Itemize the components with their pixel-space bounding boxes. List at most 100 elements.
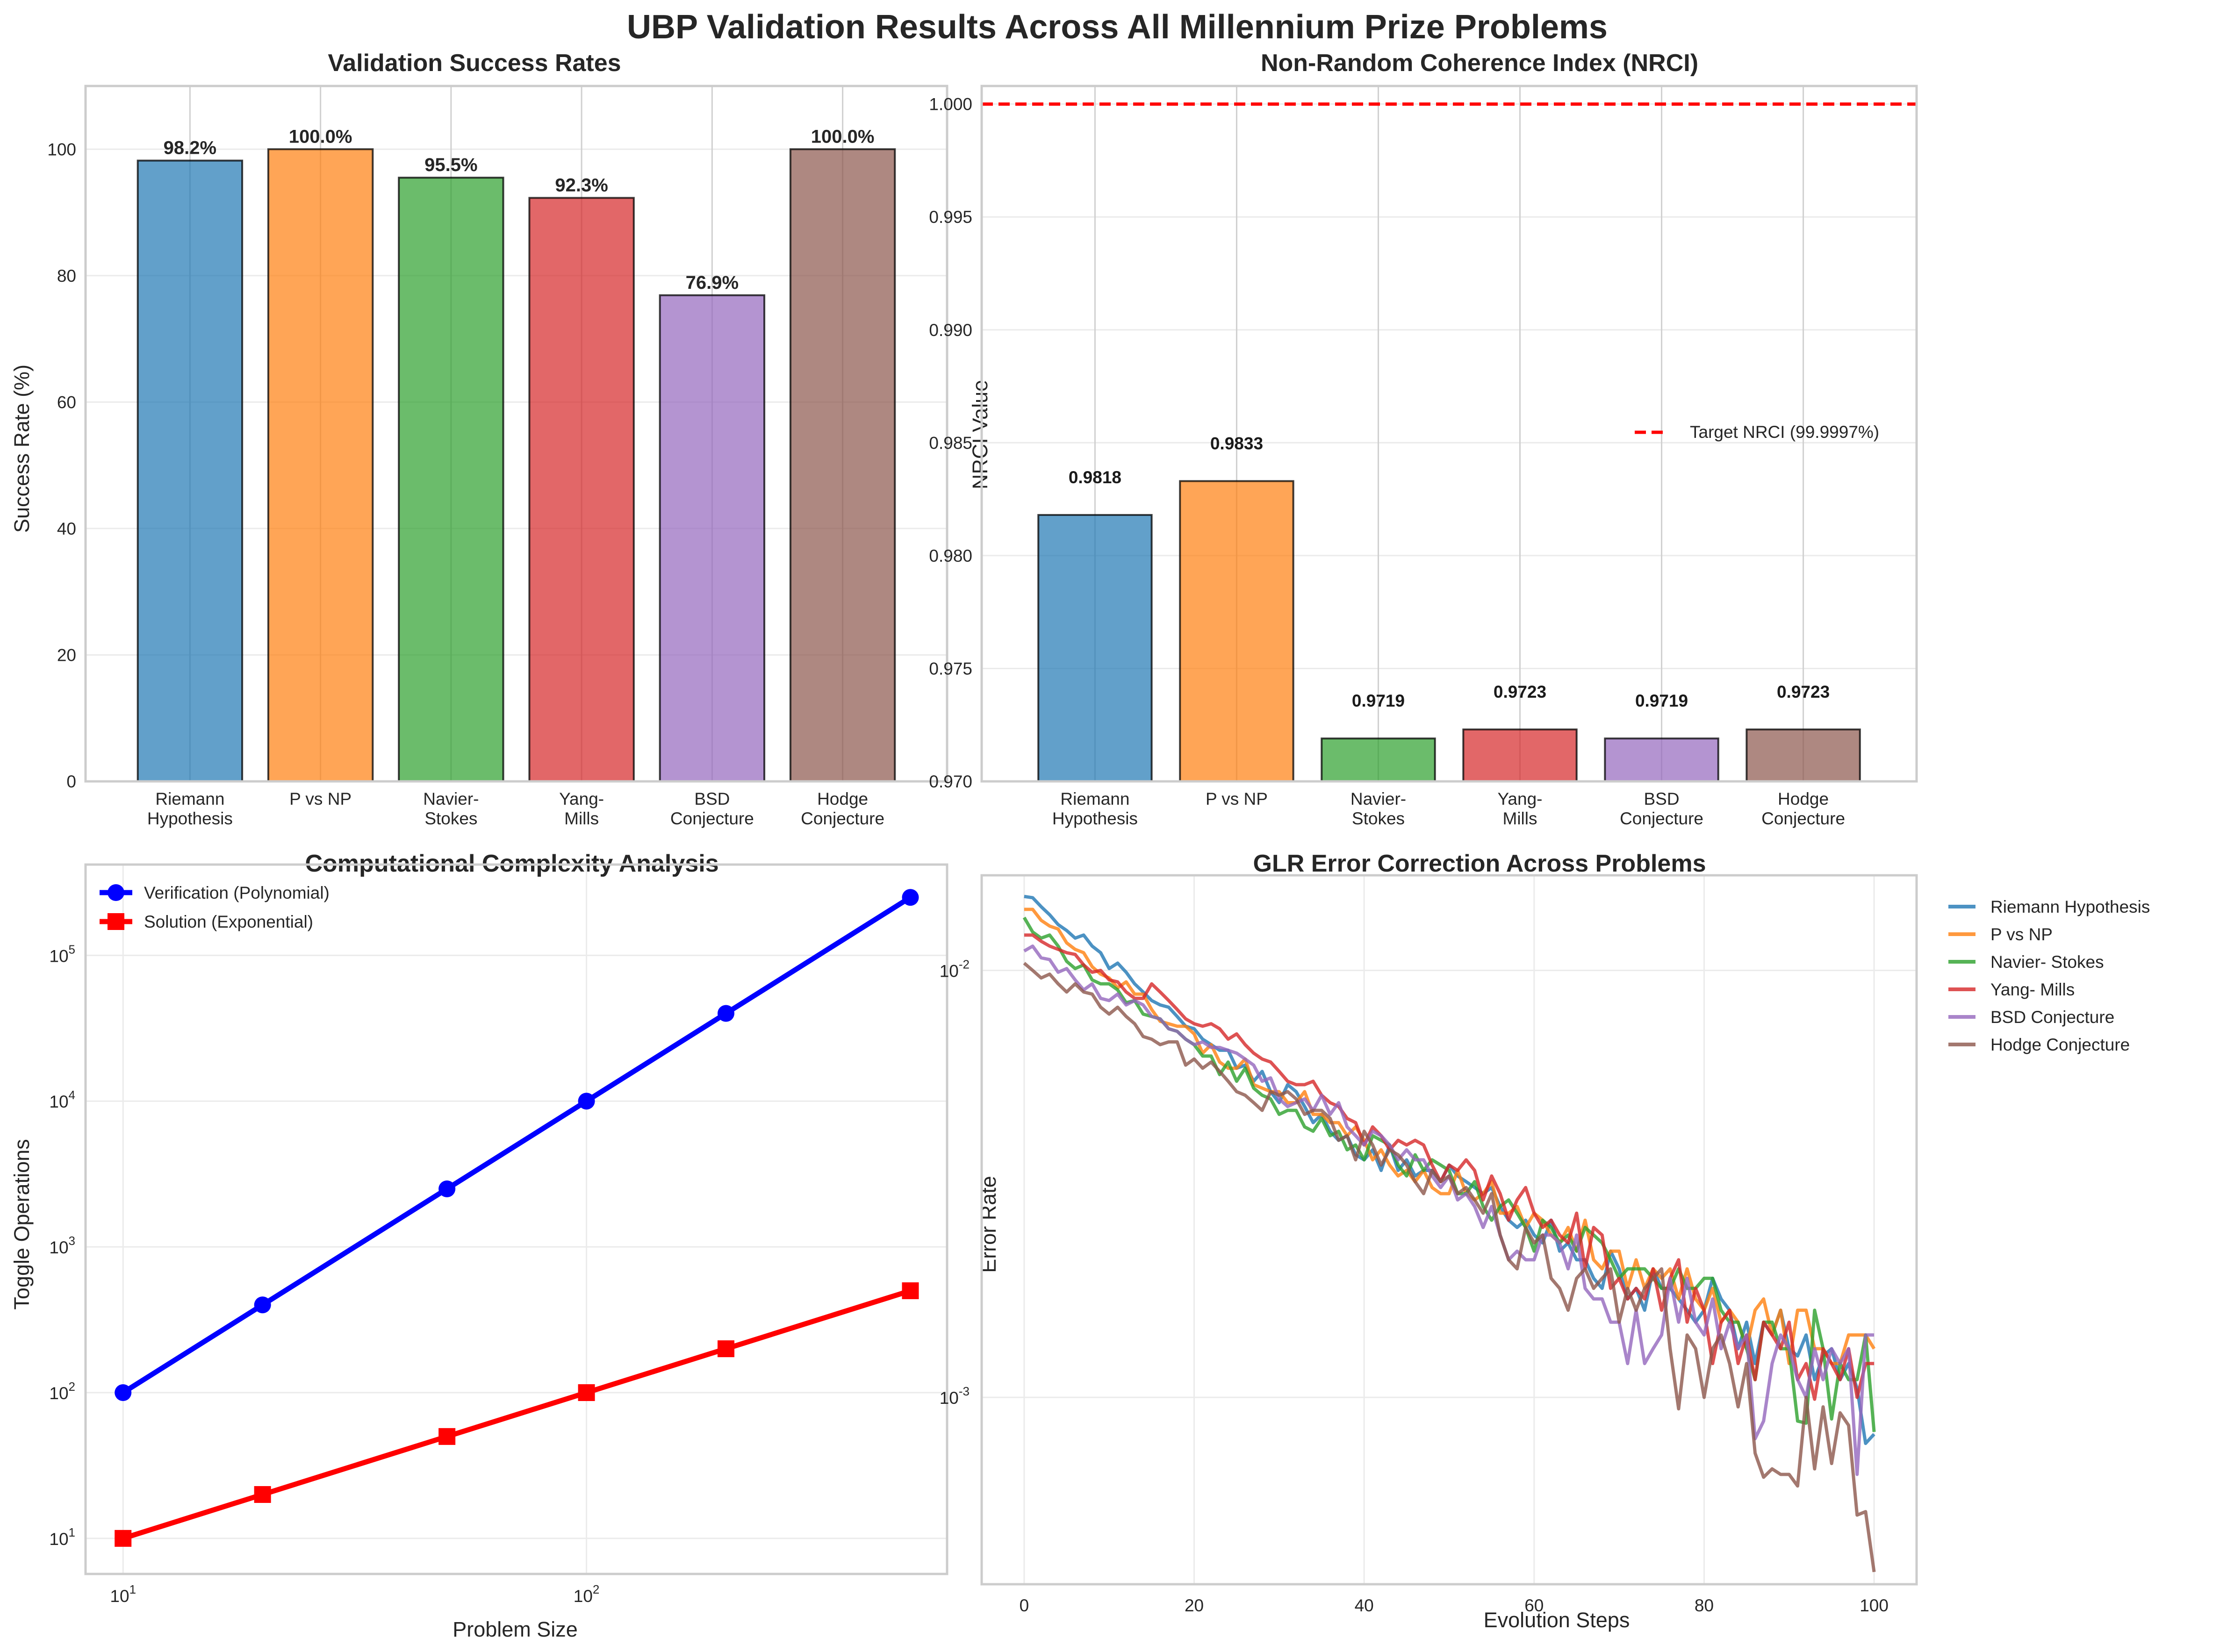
nrci-legend: Target NRCI (99.9997%): [1635, 422, 1879, 442]
nrci-y-ticks: 0.970 0.975 0.980 0.985 0.990 0.995 1.000: [929, 95, 972, 791]
bar-value-label: 0.9723: [1777, 682, 1830, 701]
bar: [528, 197, 635, 782]
x-tick-label: Conjecture: [1620, 809, 1703, 828]
x-tick-label: Conjecture: [1761, 809, 1845, 828]
bar: [1037, 514, 1153, 783]
x-tick-label: Navier-: [423, 789, 479, 808]
y-tick-label: 0.980: [929, 546, 972, 565]
y-tick-label: 103: [49, 1234, 75, 1257]
y-tick-label: 102: [49, 1380, 75, 1403]
success-data-labels: 98.2% 100.0% 95.5% 92.3% 76.9% 100.0%: [164, 126, 875, 293]
complexity-plot-frame: [84, 863, 948, 1575]
x-tick-label: Hypothesis: [1052, 809, 1138, 828]
y-tick-label: 0.995: [929, 207, 972, 227]
y-tick-label: 104: [49, 1088, 75, 1111]
y-tick-label: 10-3: [940, 1384, 970, 1408]
y-tick-label: 60: [57, 393, 76, 412]
data-point: [115, 1384, 132, 1401]
x-tick-label: Riemann: [1060, 789, 1129, 808]
y-tick-label: 101: [49, 1525, 75, 1549]
glr-plot-frame: [980, 874, 1918, 1586]
legend-label: Solution (Exponential): [144, 912, 313, 931]
y-tick-label: 0.975: [929, 659, 972, 678]
legend-label: Riemann Hypothesis: [1990, 897, 2150, 916]
x-tick-label: Conjecture: [670, 809, 754, 828]
bar: [1462, 728, 1578, 782]
glr-legend: Riemann Hypothesis P vs NP Navier- Stokes Y…: [1948, 897, 2150, 1054]
x-tick-label: Conjecture: [801, 809, 884, 828]
bar: [1179, 480, 1294, 783]
series-line: [122, 1288, 912, 1541]
x-tick-label: Mills: [1503, 809, 1537, 828]
x-tick-label: 80: [1695, 1596, 1714, 1615]
complexity-legend: Verification (Polynomial) Solution (Expon…: [100, 883, 330, 931]
x-tick-label: 40: [1355, 1596, 1374, 1615]
bar-value-label: 98.2%: [164, 138, 216, 158]
bar-value-label: 0.9723: [1494, 682, 1546, 701]
x-tick-label: Riemann: [155, 789, 224, 808]
glr-grid: [982, 875, 1917, 1584]
x-tick-label: 0: [1020, 1596, 1029, 1615]
legend-label: Verification (Polynomial): [144, 883, 330, 902]
success-y-ticks: 0 20 40 60 80 100: [47, 140, 76, 791]
data-point: [115, 1530, 132, 1547]
x-tick-label: Mills: [564, 809, 599, 828]
complexity-grid: [86, 865, 947, 1574]
complexity-y-ticks: 101 102 103 104 105: [49, 942, 75, 1548]
complexity-chart: Computational Complexity Analysis Toggle…: [10, 850, 948, 1641]
bar: [398, 177, 504, 782]
x-tick-label: P vs NP: [1206, 789, 1268, 808]
success-chart-title: Validation Success Rates: [328, 50, 621, 77]
y-tick-label: 80: [57, 266, 76, 286]
bar-value-label: 100.0%: [289, 126, 352, 147]
x-tick-label: Hodge: [1778, 789, 1829, 808]
x-tick-label: 100: [1860, 1596, 1889, 1615]
bar: [267, 148, 374, 783]
series-line: [1023, 962, 1876, 1573]
nrci-y-axis-label: NRCI Value: [968, 380, 992, 489]
bar: [659, 294, 766, 783]
y-tick-label: 0.990: [929, 321, 972, 340]
x-tick-label: 60: [1524, 1596, 1544, 1615]
y-tick-label: 105: [49, 942, 75, 965]
y-tick-label: 0.985: [929, 433, 972, 452]
bar: [789, 148, 896, 783]
x-tick-label: 102: [574, 1582, 600, 1606]
legend-label: Hodge Conjecture: [1990, 1035, 2130, 1054]
nrci-legend-label: Target NRCI (99.9997%): [1690, 422, 1879, 442]
x-tick-label: Hypothesis: [147, 809, 233, 828]
x-tick-label: BSD: [694, 789, 730, 808]
figure-suptitle: UBP Validation Results Across All Millen…: [627, 8, 1608, 46]
nrci-bars: [1037, 480, 1861, 783]
nrci-chart-title: Non-Random Coherence Index (NRCI): [1261, 50, 1698, 77]
x-tick-label: Hodge: [817, 789, 868, 808]
x-tick-label: P vs NP: [289, 789, 352, 808]
legend-label: BSD Conjecture: [1990, 1008, 2114, 1027]
bar-value-label: 95.5%: [424, 155, 477, 175]
complexity-x-ticks: 101 102: [110, 1582, 599, 1606]
success-plot-frame: [84, 85, 948, 783]
x-tick-label: Navier-: [1350, 789, 1406, 808]
data-point: [438, 1180, 456, 1198]
legend-marker: [108, 884, 124, 901]
y-tick-label: 20: [57, 645, 76, 665]
nrci-data-labels: 0.9818 0.9833 0.9719 0.9723 0.9719 0.9723: [1069, 434, 1830, 710]
data-point: [438, 1428, 456, 1445]
glr-x-ticks: 0 20 40 60 80 100: [1020, 1596, 1889, 1615]
y-tick-label: 0: [66, 772, 76, 791]
bar-value-label: 0.9719: [1352, 691, 1405, 710]
glr-y-ticks: 10-3 10-2: [940, 957, 970, 1408]
data-point: [718, 1005, 735, 1022]
legend-label: Navier- Stokes: [1990, 952, 2104, 972]
x-tick-label: Stokes: [424, 809, 477, 828]
bar: [1604, 737, 1719, 782]
legend-marker: [108, 913, 124, 930]
data-point: [254, 1296, 271, 1314]
bar-value-label: 0.9719: [1635, 691, 1688, 710]
bar: [136, 159, 244, 782]
legend-label: Yang- Mills: [1990, 980, 2075, 999]
glr-y-axis-label: Error Rate: [977, 1176, 1000, 1273]
bar-value-label: 0.9818: [1069, 468, 1121, 487]
complexity-series: [115, 889, 919, 1547]
